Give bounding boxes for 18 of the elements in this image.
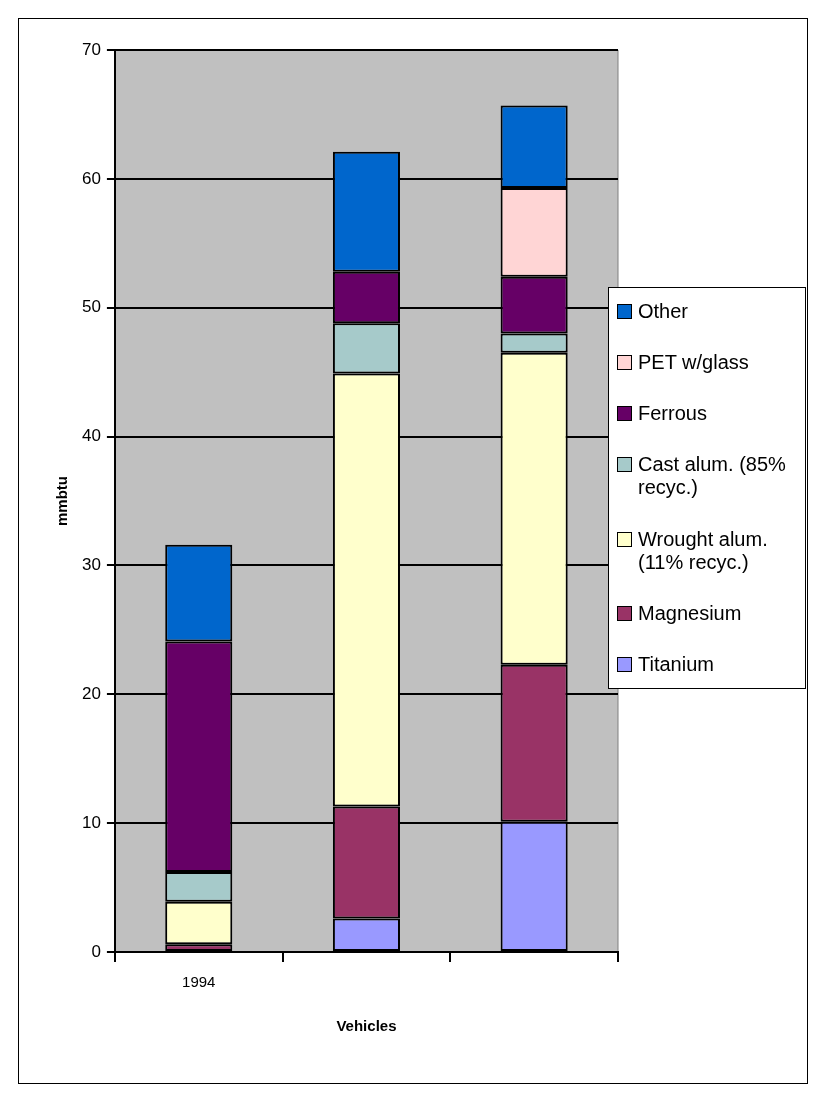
y-tick-label: 70 [81,39,101,59]
y-tick-label: 60 [81,168,101,188]
legend-label: Titanium [638,652,714,676]
y-tick-label: 50 [81,297,101,317]
y-tick-label: 10 [81,812,101,832]
legend-label: Wrought alum. (11% recyc.) [638,527,769,574]
legend-label: Magnesium [638,601,742,625]
legend-label: Ferrous [638,402,707,426]
y-tick-label: 20 [81,683,101,703]
legend-label: Other [638,300,689,323]
y-axis-title: mmbtu [53,476,71,526]
y-tick-label: 0 [91,941,101,961]
y-tick-label: 30 [81,555,101,575]
legend-label: PET w/glass [638,351,749,375]
x-axis-title: Vehicles [336,1017,397,1035]
x-tick-label: 1994 [182,973,216,991]
y-tick-label: 40 [81,426,101,446]
legend-label: Cast alum. (85% recyc.) [638,453,787,500]
